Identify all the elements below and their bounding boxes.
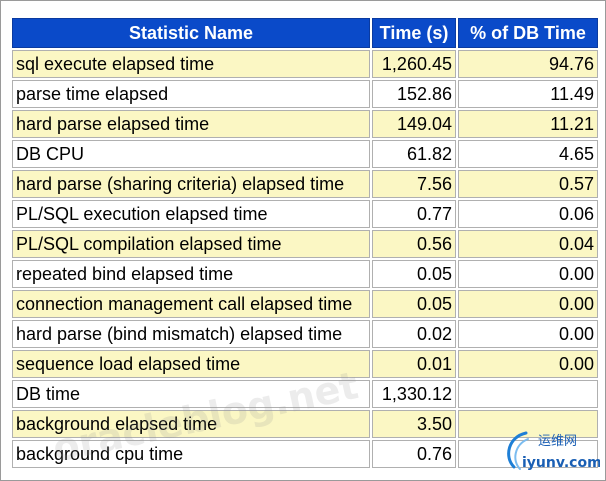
- time-cell: 7.56: [372, 170, 456, 198]
- percent-cell: 0.00: [458, 350, 598, 378]
- percent-cell: 4.65: [458, 140, 598, 168]
- statistic-name-cell: connection management call elapsed time: [12, 290, 370, 318]
- time-cell: 0.02: [372, 320, 456, 348]
- statistic-name-cell: DB CPU: [12, 140, 370, 168]
- time-cell: 0.05: [372, 290, 456, 318]
- table-row: repeated bind elapsed time 0.05 0.00: [12, 260, 598, 288]
- time-cell: 0.56: [372, 230, 456, 258]
- table-row: parse time elapsed 152.86 11.49: [12, 80, 598, 108]
- header-percent-db-time: % of DB Time: [458, 18, 598, 48]
- table-row: sequence load elapsed time 0.01 0.00: [12, 350, 598, 378]
- time-cell: 3.50: [372, 410, 456, 438]
- percent-cell: 11.21: [458, 110, 598, 138]
- table-header-row: Statistic Name Time (s) % of DB Time: [12, 18, 598, 48]
- percent-cell: [458, 410, 598, 438]
- table-row: PL/SQL execution elapsed time 0.77 0.06: [12, 200, 598, 228]
- percent-cell: 0.04: [458, 230, 598, 258]
- table-row: hard parse (bind mismatch) elapsed time …: [12, 320, 598, 348]
- percent-cell: 11.49: [458, 80, 598, 108]
- statistic-name-cell: repeated bind elapsed time: [12, 260, 370, 288]
- percent-cell: [458, 440, 598, 468]
- time-cell: 1,260.45: [372, 50, 456, 78]
- percent-cell: 0.57: [458, 170, 598, 198]
- statistic-name-cell: PL/SQL compilation elapsed time: [12, 230, 370, 258]
- time-cell: 152.86: [372, 80, 456, 108]
- statistic-name-cell: background cpu time: [12, 440, 370, 468]
- statistic-name-cell: parse time elapsed: [12, 80, 370, 108]
- table-row: background cpu time 0.76: [12, 440, 598, 468]
- header-statistic-name: Statistic Name: [12, 18, 370, 48]
- time-cell: 0.05: [372, 260, 456, 288]
- table-row: connection management call elapsed time …: [12, 290, 598, 318]
- time-cell: 0.01: [372, 350, 456, 378]
- percent-cell: [458, 380, 598, 408]
- table-row: hard parse elapsed time 149.04 11.21: [12, 110, 598, 138]
- statistic-name-cell: background elapsed time: [12, 410, 370, 438]
- table-row: DB CPU 61.82 4.65: [12, 140, 598, 168]
- percent-cell: 0.00: [458, 290, 598, 318]
- header-time-seconds: Time (s): [372, 18, 456, 48]
- time-cell: 61.82: [372, 140, 456, 168]
- percent-cell: 0.06: [458, 200, 598, 228]
- statistic-name-cell: hard parse elapsed time: [12, 110, 370, 138]
- time-cell: 0.77: [372, 200, 456, 228]
- statistic-name-cell: hard parse (bind mismatch) elapsed time: [12, 320, 370, 348]
- statistic-name-cell: sql execute elapsed time: [12, 50, 370, 78]
- statistic-name-cell: DB time: [12, 380, 370, 408]
- statistic-name-cell: sequence load elapsed time: [12, 350, 370, 378]
- table-row: hard parse (sharing criteria) elapsed ti…: [12, 170, 598, 198]
- table-row: DB time 1,330.12: [12, 380, 598, 408]
- table-row: background elapsed time 3.50: [12, 410, 598, 438]
- time-model-statistics-table: Statistic Name Time (s) % of DB Time sql…: [10, 16, 600, 470]
- time-cell: 0.76: [372, 440, 456, 468]
- statistic-name-cell: hard parse (sharing criteria) elapsed ti…: [12, 170, 370, 198]
- table-row: sql execute elapsed time 1,260.45 94.76: [12, 50, 598, 78]
- time-cell: 149.04: [372, 110, 456, 138]
- percent-cell: 0.00: [458, 260, 598, 288]
- percent-cell: 0.00: [458, 320, 598, 348]
- table-row: PL/SQL compilation elapsed time 0.56 0.0…: [12, 230, 598, 258]
- percent-cell: 94.76: [458, 50, 598, 78]
- time-cell: 1,330.12: [372, 380, 456, 408]
- statistic-name-cell: PL/SQL execution elapsed time: [12, 200, 370, 228]
